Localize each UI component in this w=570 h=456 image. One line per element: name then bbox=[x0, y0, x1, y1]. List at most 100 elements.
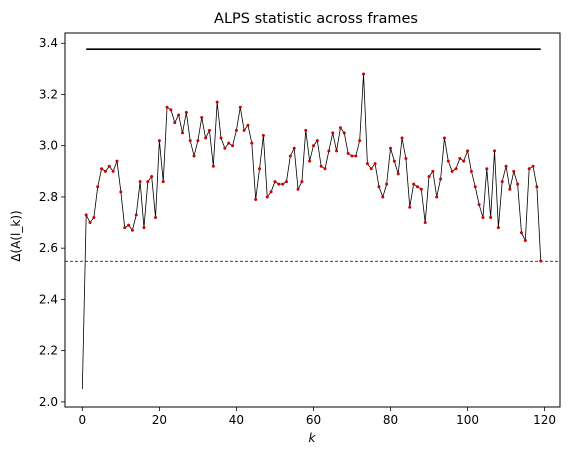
data-point bbox=[504, 164, 508, 168]
data-point bbox=[246, 123, 250, 127]
data-point bbox=[238, 105, 242, 109]
chart-title: ALPS statistic across frames bbox=[214, 11, 418, 27]
data-point bbox=[335, 149, 339, 153]
y-tick-label: 3.0 bbox=[39, 139, 58, 153]
y-axis: 2.0 2.2 2.4 2.6 2.8 3.0 3.2 3.4 bbox=[39, 36, 65, 409]
data-point bbox=[493, 149, 497, 153]
data-point bbox=[308, 159, 312, 163]
x-axis: 0 20 40 60 80 100 120 bbox=[79, 407, 556, 427]
data-point bbox=[454, 167, 458, 171]
data-point bbox=[173, 121, 177, 125]
data-point bbox=[423, 221, 427, 225]
data-point bbox=[527, 167, 531, 171]
data-point bbox=[96, 185, 100, 189]
data-point bbox=[496, 226, 500, 230]
data-point bbox=[342, 131, 346, 135]
data-point bbox=[477, 203, 481, 207]
data-point bbox=[157, 139, 161, 143]
data-point bbox=[192, 154, 196, 158]
data-point bbox=[369, 167, 373, 171]
series-line bbox=[81, 73, 542, 390]
data-point bbox=[215, 100, 219, 104]
data-point bbox=[442, 136, 446, 140]
data-point bbox=[481, 215, 485, 219]
data-point bbox=[130, 228, 134, 232]
data-point bbox=[523, 238, 527, 242]
data-point bbox=[427, 174, 431, 178]
data-point bbox=[535, 185, 539, 189]
data-point bbox=[404, 157, 408, 161]
y-tick-label: 2.4 bbox=[39, 292, 58, 306]
data-point bbox=[489, 215, 493, 219]
x-tick-label: 80 bbox=[383, 413, 398, 427]
data-point bbox=[462, 159, 466, 163]
data-point bbox=[84, 213, 88, 217]
data-point bbox=[127, 223, 131, 227]
data-point bbox=[519, 231, 523, 235]
y-tick-label: 3.2 bbox=[39, 87, 58, 101]
data-point bbox=[516, 182, 520, 186]
data-point bbox=[269, 190, 273, 194]
data-point bbox=[154, 215, 158, 219]
x-tick-label: 20 bbox=[152, 413, 167, 427]
data-point bbox=[165, 105, 169, 109]
x-axis-title: k bbox=[309, 431, 317, 445]
data-point bbox=[134, 213, 138, 217]
x-tick-label: 100 bbox=[456, 413, 479, 427]
data-point bbox=[123, 226, 127, 230]
data-point bbox=[115, 159, 119, 163]
data-point bbox=[300, 180, 304, 184]
x-tick-label: 0 bbox=[79, 413, 87, 427]
data-point bbox=[319, 164, 323, 168]
axes-frame bbox=[64, 32, 561, 408]
data-point bbox=[261, 133, 265, 137]
data-point bbox=[288, 154, 292, 158]
data-point bbox=[177, 113, 181, 117]
data-point bbox=[458, 157, 462, 161]
data-point bbox=[435, 195, 439, 199]
data-point bbox=[188, 139, 192, 143]
data-point bbox=[250, 141, 254, 145]
data-point bbox=[450, 169, 454, 173]
data-point bbox=[219, 136, 223, 140]
data-point bbox=[258, 167, 262, 171]
y-axis-title: Δ(A(l_k)) bbox=[9, 210, 23, 261]
data-point bbox=[354, 154, 358, 158]
data-point bbox=[304, 128, 308, 132]
data-point bbox=[107, 164, 111, 168]
data-point bbox=[439, 177, 443, 181]
data-point bbox=[296, 187, 300, 191]
data-point bbox=[142, 226, 146, 230]
y-tick-label: 2.2 bbox=[39, 344, 58, 358]
data-point bbox=[473, 185, 477, 189]
data-point bbox=[119, 190, 123, 194]
y-tick-label: 3.4 bbox=[39, 36, 58, 50]
data-point bbox=[500, 180, 504, 184]
x-tick-label: 120 bbox=[533, 413, 556, 427]
data-point bbox=[323, 167, 327, 171]
data-point bbox=[392, 159, 396, 163]
data-point bbox=[311, 144, 315, 148]
data-point bbox=[469, 169, 473, 173]
data-point bbox=[408, 205, 412, 209]
data-point bbox=[431, 169, 435, 173]
data-point bbox=[415, 185, 419, 189]
data-point bbox=[223, 146, 227, 150]
data-point bbox=[412, 182, 416, 186]
data-point bbox=[446, 159, 450, 163]
data-point bbox=[292, 146, 296, 150]
data-point bbox=[485, 167, 489, 171]
y-tick-label: 2.0 bbox=[39, 395, 58, 409]
data-point bbox=[539, 259, 543, 263]
data-point bbox=[396, 172, 400, 176]
data-point bbox=[111, 169, 115, 173]
data-point bbox=[211, 164, 215, 168]
data-point bbox=[377, 185, 381, 189]
data-point bbox=[234, 128, 238, 132]
data-point bbox=[254, 198, 258, 202]
data-point bbox=[327, 149, 331, 153]
data-point bbox=[373, 162, 377, 166]
data-point bbox=[508, 187, 512, 191]
x-tick-label: 40 bbox=[229, 413, 244, 427]
